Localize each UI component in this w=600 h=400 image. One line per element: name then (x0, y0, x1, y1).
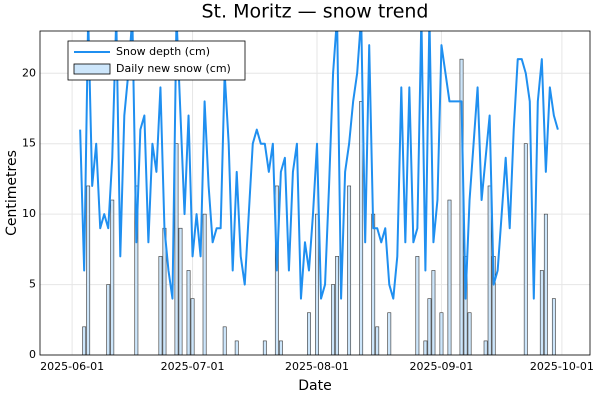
y-tick-label: 10 (22, 207, 36, 220)
bar (315, 213, 319, 355)
legend-swatch (73, 63, 111, 75)
bar (307, 312, 311, 355)
bar (106, 284, 111, 355)
x-tick-label: 2025-10-01 (530, 360, 594, 373)
bar (278, 340, 283, 355)
bar (202, 213, 207, 355)
bar (331, 284, 335, 355)
bar (110, 199, 115, 355)
y-tick-label: 5 (29, 278, 36, 291)
x-tick-label: 2025-07-01 (161, 360, 225, 373)
bar (483, 340, 488, 355)
bar (134, 185, 139, 355)
bar (371, 213, 376, 355)
plot-frame (39, 30, 591, 356)
bar (427, 298, 432, 355)
bar (335, 256, 339, 355)
bar (186, 270, 191, 355)
bar (387, 312, 392, 355)
bar (178, 227, 183, 355)
x-tick-label: 2025-08-01 (285, 360, 349, 373)
y-tick-label: 0 (29, 348, 36, 361)
bar (158, 256, 163, 355)
bar (447, 199, 452, 355)
x-axis-label: Date (298, 378, 331, 394)
bar (439, 312, 444, 355)
bar (262, 340, 267, 355)
bar (423, 340, 428, 355)
bar (431, 270, 436, 355)
bar (415, 256, 420, 355)
y-tick-label: 20 (22, 66, 36, 79)
line (79, 31, 559, 300)
y-axis-label: Centimetres (4, 150, 20, 236)
bar (86, 185, 91, 355)
chart-title: St. Moritz — snow trend (202, 1, 429, 23)
plot-area (79, 31, 559, 355)
y-tick-label: 15 (22, 137, 36, 150)
bar (234, 340, 239, 355)
legend-label: Daily new snow (cm) (116, 62, 231, 75)
bar (190, 298, 195, 355)
bar (347, 185, 352, 355)
bar (523, 143, 528, 355)
bar (174, 143, 179, 355)
legend-label: Snow depth (cm) (116, 45, 210, 58)
bar (551, 298, 556, 355)
x-tick-label: 2025-06-01 (40, 360, 104, 373)
bar (467, 312, 472, 355)
x-tick-label: 2025-09-01 (409, 360, 473, 373)
bar (82, 326, 87, 355)
bar (222, 326, 227, 355)
bar (543, 213, 548, 355)
bar (487, 185, 492, 355)
bar (359, 101, 364, 355)
bar (539, 270, 544, 355)
bar (375, 326, 380, 355)
